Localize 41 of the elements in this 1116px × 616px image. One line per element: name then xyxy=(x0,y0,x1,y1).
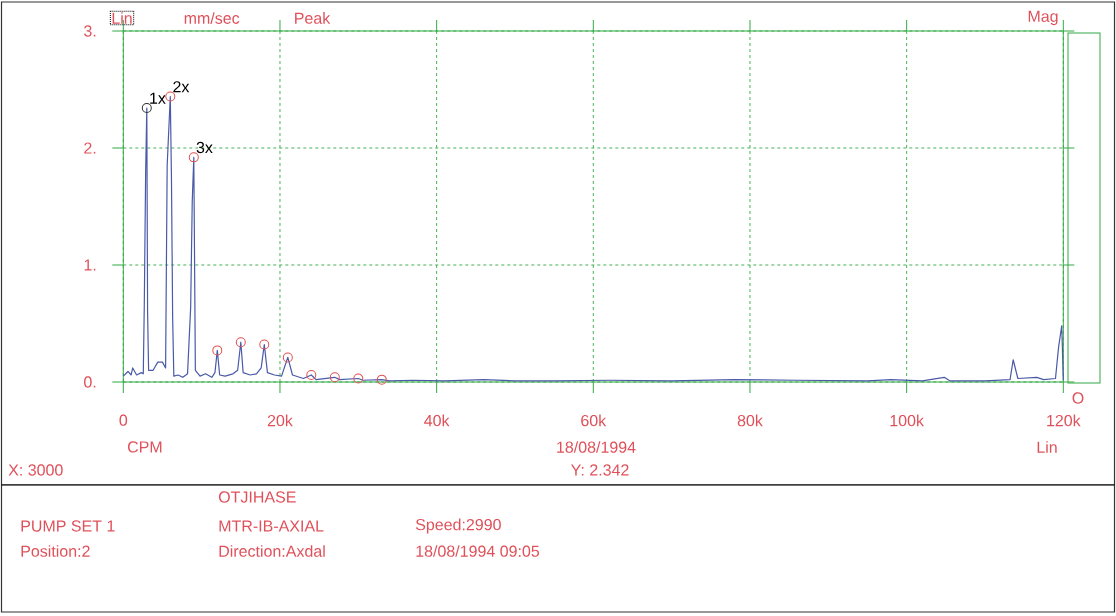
x-tick-label: 80k xyxy=(737,414,763,427)
y-tick-label: 2. xyxy=(84,142,96,154)
point xyxy=(188,152,199,163)
point xyxy=(329,372,340,383)
text: PUMP SET 1 xyxy=(21,520,115,532)
text: Direction:Axdal xyxy=(219,545,325,557)
text: X: 3000 xyxy=(8,464,63,476)
x-tick-label: 60k xyxy=(581,414,607,427)
text: Y: 2.342 xyxy=(570,464,629,476)
point xyxy=(353,373,364,384)
x-tick-label: 120k xyxy=(1047,414,1081,427)
text: 18/08/1994 09:05 xyxy=(416,545,540,557)
annotation: 3x xyxy=(196,141,213,154)
x-tick-label: 20k xyxy=(267,414,293,427)
text: Lin xyxy=(1037,441,1057,453)
point xyxy=(376,374,387,385)
point xyxy=(259,339,270,350)
annotation: 1x xyxy=(150,92,166,104)
text: OTJIHASE xyxy=(218,491,296,503)
x-tick-label: 40k xyxy=(424,414,450,427)
text: Peak xyxy=(295,12,331,24)
text: Mag xyxy=(1028,10,1058,26)
x-tick-label: 100k xyxy=(890,414,924,427)
text: Position:2 xyxy=(21,545,90,557)
text: Speed:2990 xyxy=(415,518,501,534)
text: 18/08/1994 xyxy=(557,441,636,453)
point xyxy=(306,369,317,380)
y-tick-label: 1. xyxy=(84,259,96,271)
point xyxy=(235,337,246,348)
point xyxy=(141,102,152,113)
y-tick-label: 3. xyxy=(84,25,96,37)
text: Lin xyxy=(112,12,132,24)
y-tick-label: 0. xyxy=(84,376,96,388)
text: O xyxy=(1072,392,1084,404)
annotation: 2x xyxy=(173,81,190,93)
y-axis-title: mm/sec xyxy=(184,12,240,24)
point xyxy=(282,352,293,363)
text: MTR-IB-AXIAL xyxy=(219,520,324,532)
x-tick-label: 0 xyxy=(119,414,128,426)
point xyxy=(212,345,223,356)
x-axis-title: CPM xyxy=(127,441,162,453)
